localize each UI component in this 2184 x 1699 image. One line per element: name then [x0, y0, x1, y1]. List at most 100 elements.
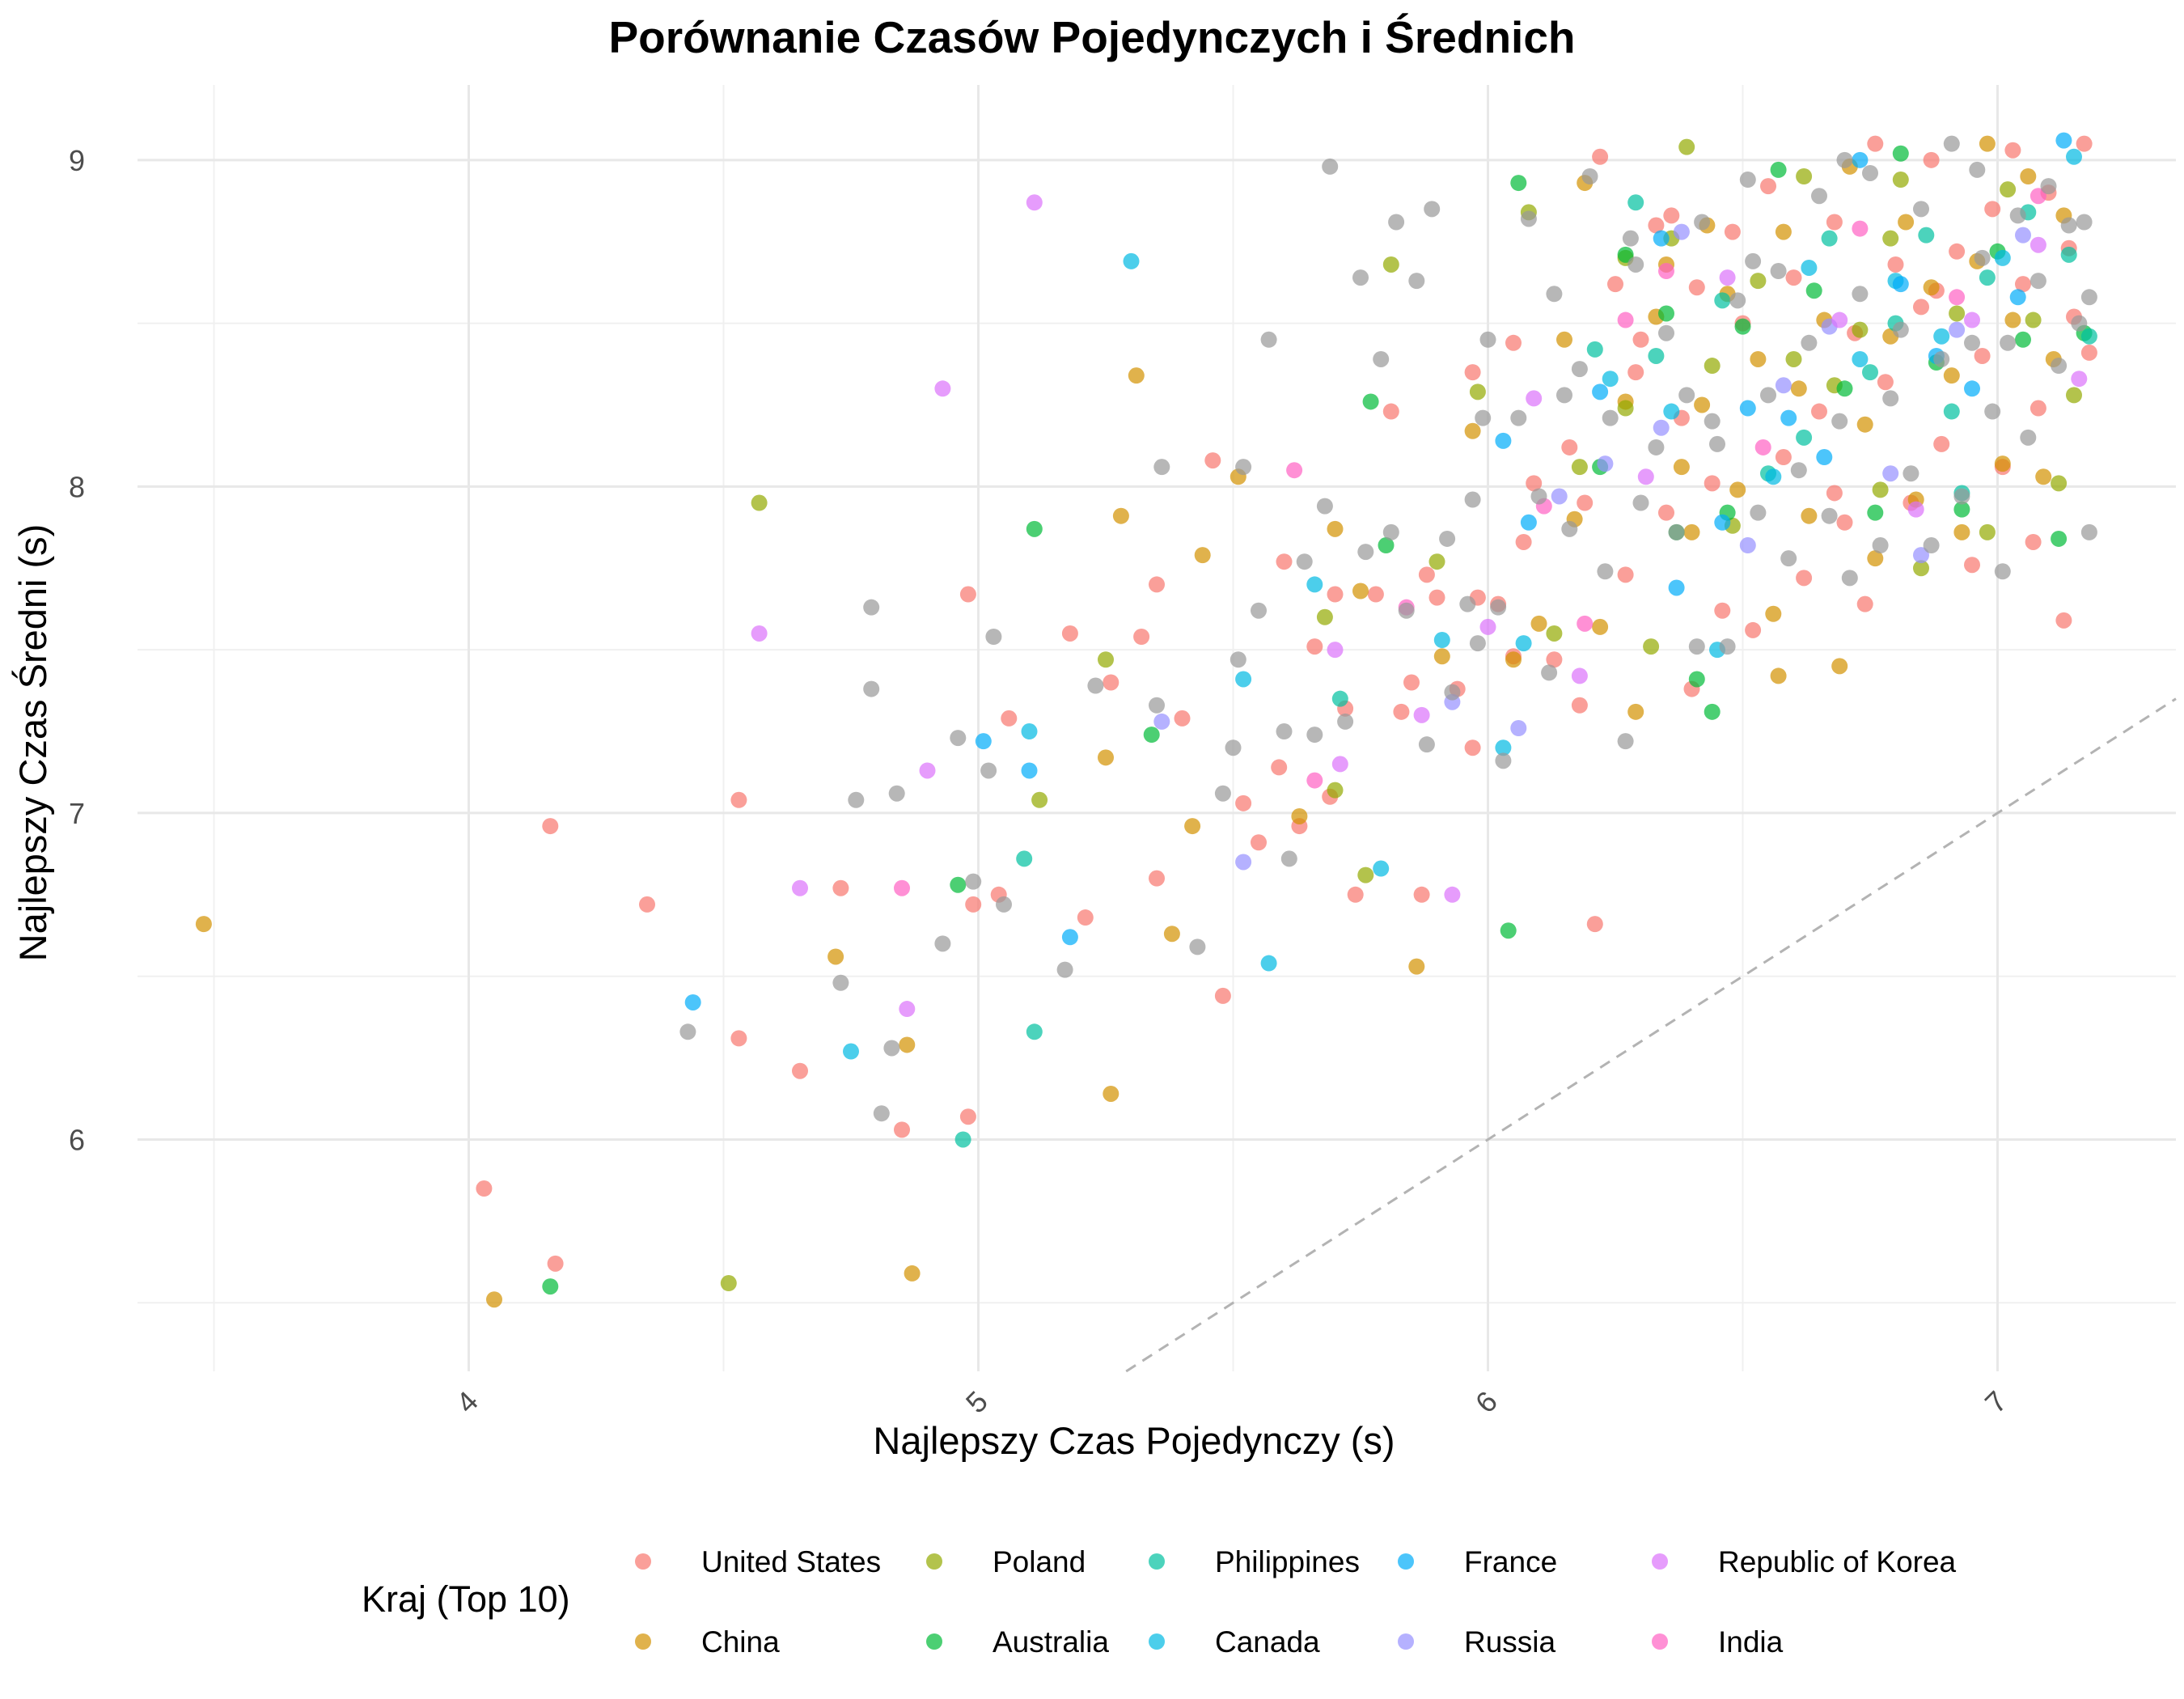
data-point — [1026, 1023, 1043, 1040]
data-point — [1923, 537, 1940, 554]
data-point — [1979, 135, 1996, 152]
data-point — [2076, 135, 2093, 152]
data-point — [1001, 710, 1018, 727]
data-point — [1933, 328, 1950, 345]
data-point — [1627, 194, 1644, 211]
data-point — [1790, 462, 1807, 479]
data-point — [1745, 621, 1762, 638]
data-point — [2076, 214, 2093, 231]
data-point — [1688, 279, 1705, 296]
data-point — [1464, 364, 1481, 381]
data-point — [1882, 230, 1899, 247]
data-point — [1933, 350, 1950, 367]
data-point — [894, 1121, 910, 1138]
data-point — [1617, 733, 1634, 750]
data-point — [1286, 462, 1303, 479]
data-point — [1520, 514, 1537, 531]
data-point — [1444, 886, 1461, 903]
data-point — [1495, 739, 1512, 756]
data-point — [959, 1108, 976, 1125]
data-point — [1729, 292, 1746, 309]
data-point — [1632, 494, 1649, 511]
data-point — [2080, 523, 2097, 540]
data-point — [1306, 576, 1323, 593]
data-point — [1331, 756, 1348, 773]
data-point — [1551, 488, 1568, 505]
data-point — [1214, 785, 1231, 802]
data-point — [1561, 439, 1578, 455]
data-point — [1627, 364, 1644, 381]
data-point — [1382, 403, 1399, 420]
data-point — [1556, 331, 1572, 348]
data-point — [195, 916, 212, 933]
data-point — [1495, 432, 1512, 449]
data-point — [1852, 286, 1869, 303]
data-point — [1852, 151, 1869, 168]
data-point — [1750, 504, 1767, 521]
data-point — [1943, 135, 1960, 152]
data-point — [1327, 782, 1344, 799]
data-point — [1862, 164, 1878, 181]
data-point — [2000, 334, 2017, 351]
data-point — [1367, 586, 1384, 603]
data-point — [1260, 331, 1277, 348]
data-point — [863, 680, 880, 697]
data-point — [1230, 651, 1246, 668]
data-point — [1836, 514, 1853, 531]
data-point — [1327, 520, 1344, 537]
data-point — [1964, 311, 1980, 328]
data-point — [934, 380, 951, 397]
data-point — [1235, 671, 1252, 688]
data-point — [1811, 403, 1827, 420]
data-point — [2071, 315, 2088, 332]
data-point — [1469, 383, 1486, 400]
data-point — [486, 1291, 502, 1308]
data-point — [1734, 318, 1751, 335]
data-point — [1103, 674, 1120, 691]
data-point — [1739, 537, 1756, 554]
data-point — [1357, 544, 1374, 561]
data-point — [1373, 860, 1390, 877]
data-point — [1953, 501, 1970, 518]
data-point — [1577, 615, 1594, 632]
data-point — [1459, 595, 1476, 612]
data-point — [1316, 608, 1333, 625]
data-point — [1306, 727, 1323, 744]
data-point — [1026, 520, 1043, 537]
data-point — [1775, 223, 1792, 240]
data-point — [2004, 311, 2021, 328]
data-point — [1495, 752, 1512, 769]
data-point — [679, 1023, 696, 1040]
data-point — [1153, 713, 1170, 730]
data-point — [1530, 615, 1547, 632]
data-point — [1714, 514, 1731, 531]
data-point — [1021, 762, 1038, 779]
data-point — [1887, 256, 1904, 273]
data-point — [827, 948, 844, 965]
data-point — [1546, 286, 1563, 303]
data-point — [899, 1001, 916, 1018]
data-point — [2009, 207, 2026, 224]
data-point — [1617, 400, 1634, 417]
data-point — [1571, 361, 1588, 378]
data-point — [959, 586, 976, 603]
legend-key — [926, 1633, 942, 1650]
data-point — [1750, 350, 1767, 367]
legend-label: India — [1718, 1625, 1784, 1659]
data-point — [1225, 739, 1242, 756]
data-point — [899, 1036, 916, 1053]
data-point — [1754, 439, 1771, 455]
data-point — [1021, 723, 1038, 740]
data-point — [2025, 533, 2042, 550]
data-point — [1327, 642, 1344, 659]
data-point — [1322, 158, 1339, 175]
data-point — [1704, 413, 1721, 430]
data-point — [1098, 749, 1114, 766]
data-point — [1969, 161, 1986, 178]
data-point — [883, 1040, 900, 1057]
data-point — [2040, 178, 2057, 195]
data-point — [684, 994, 701, 1011]
data-point — [1984, 201, 2001, 218]
legend-key — [635, 1553, 651, 1570]
data-point — [2030, 236, 2046, 253]
